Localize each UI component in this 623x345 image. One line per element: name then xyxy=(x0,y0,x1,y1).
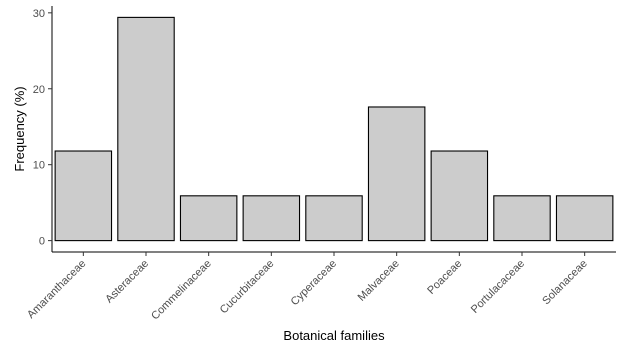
x-tick-label: Solanaceae xyxy=(540,258,590,308)
x-tick-label: Amaranthaceae xyxy=(25,258,88,321)
bars-group xyxy=(54,16,614,242)
bar-asteraceae xyxy=(117,16,175,242)
bar-cyperaceae xyxy=(305,195,363,242)
x-tick-label: Cucurbitaceae xyxy=(218,258,277,317)
x-tick-label: Portulacaceae xyxy=(469,258,527,316)
y-tick-label: 0 xyxy=(39,236,45,248)
y-axis-title: Frequency (%) xyxy=(12,86,27,171)
bar-commelinaceae xyxy=(179,195,238,242)
x-tick-label: Asteraceae xyxy=(103,258,151,306)
y-tick-label: 10 xyxy=(33,160,45,172)
x-axis-title: Botanical families xyxy=(283,328,385,343)
x-tick-label: Malvaceae xyxy=(356,258,402,304)
bar-malvaceae xyxy=(367,106,426,242)
y-ticks-group: 0 10 20 30 xyxy=(33,8,52,248)
bar-solanaceae xyxy=(555,195,614,242)
bar-poaceae xyxy=(430,150,489,242)
bar-amaranthaceae xyxy=(54,150,113,242)
x-tick-label: Cyperaceae xyxy=(289,258,339,308)
x-tick-label: Poaceae xyxy=(425,258,464,297)
x-tick-label: Commelinaceae xyxy=(149,258,214,323)
bar-cucurbitaceae xyxy=(242,195,301,242)
y-tick-label: 20 xyxy=(33,84,45,96)
y-tick-label: 30 xyxy=(33,8,45,20)
bar-portulacaceae xyxy=(493,195,551,242)
